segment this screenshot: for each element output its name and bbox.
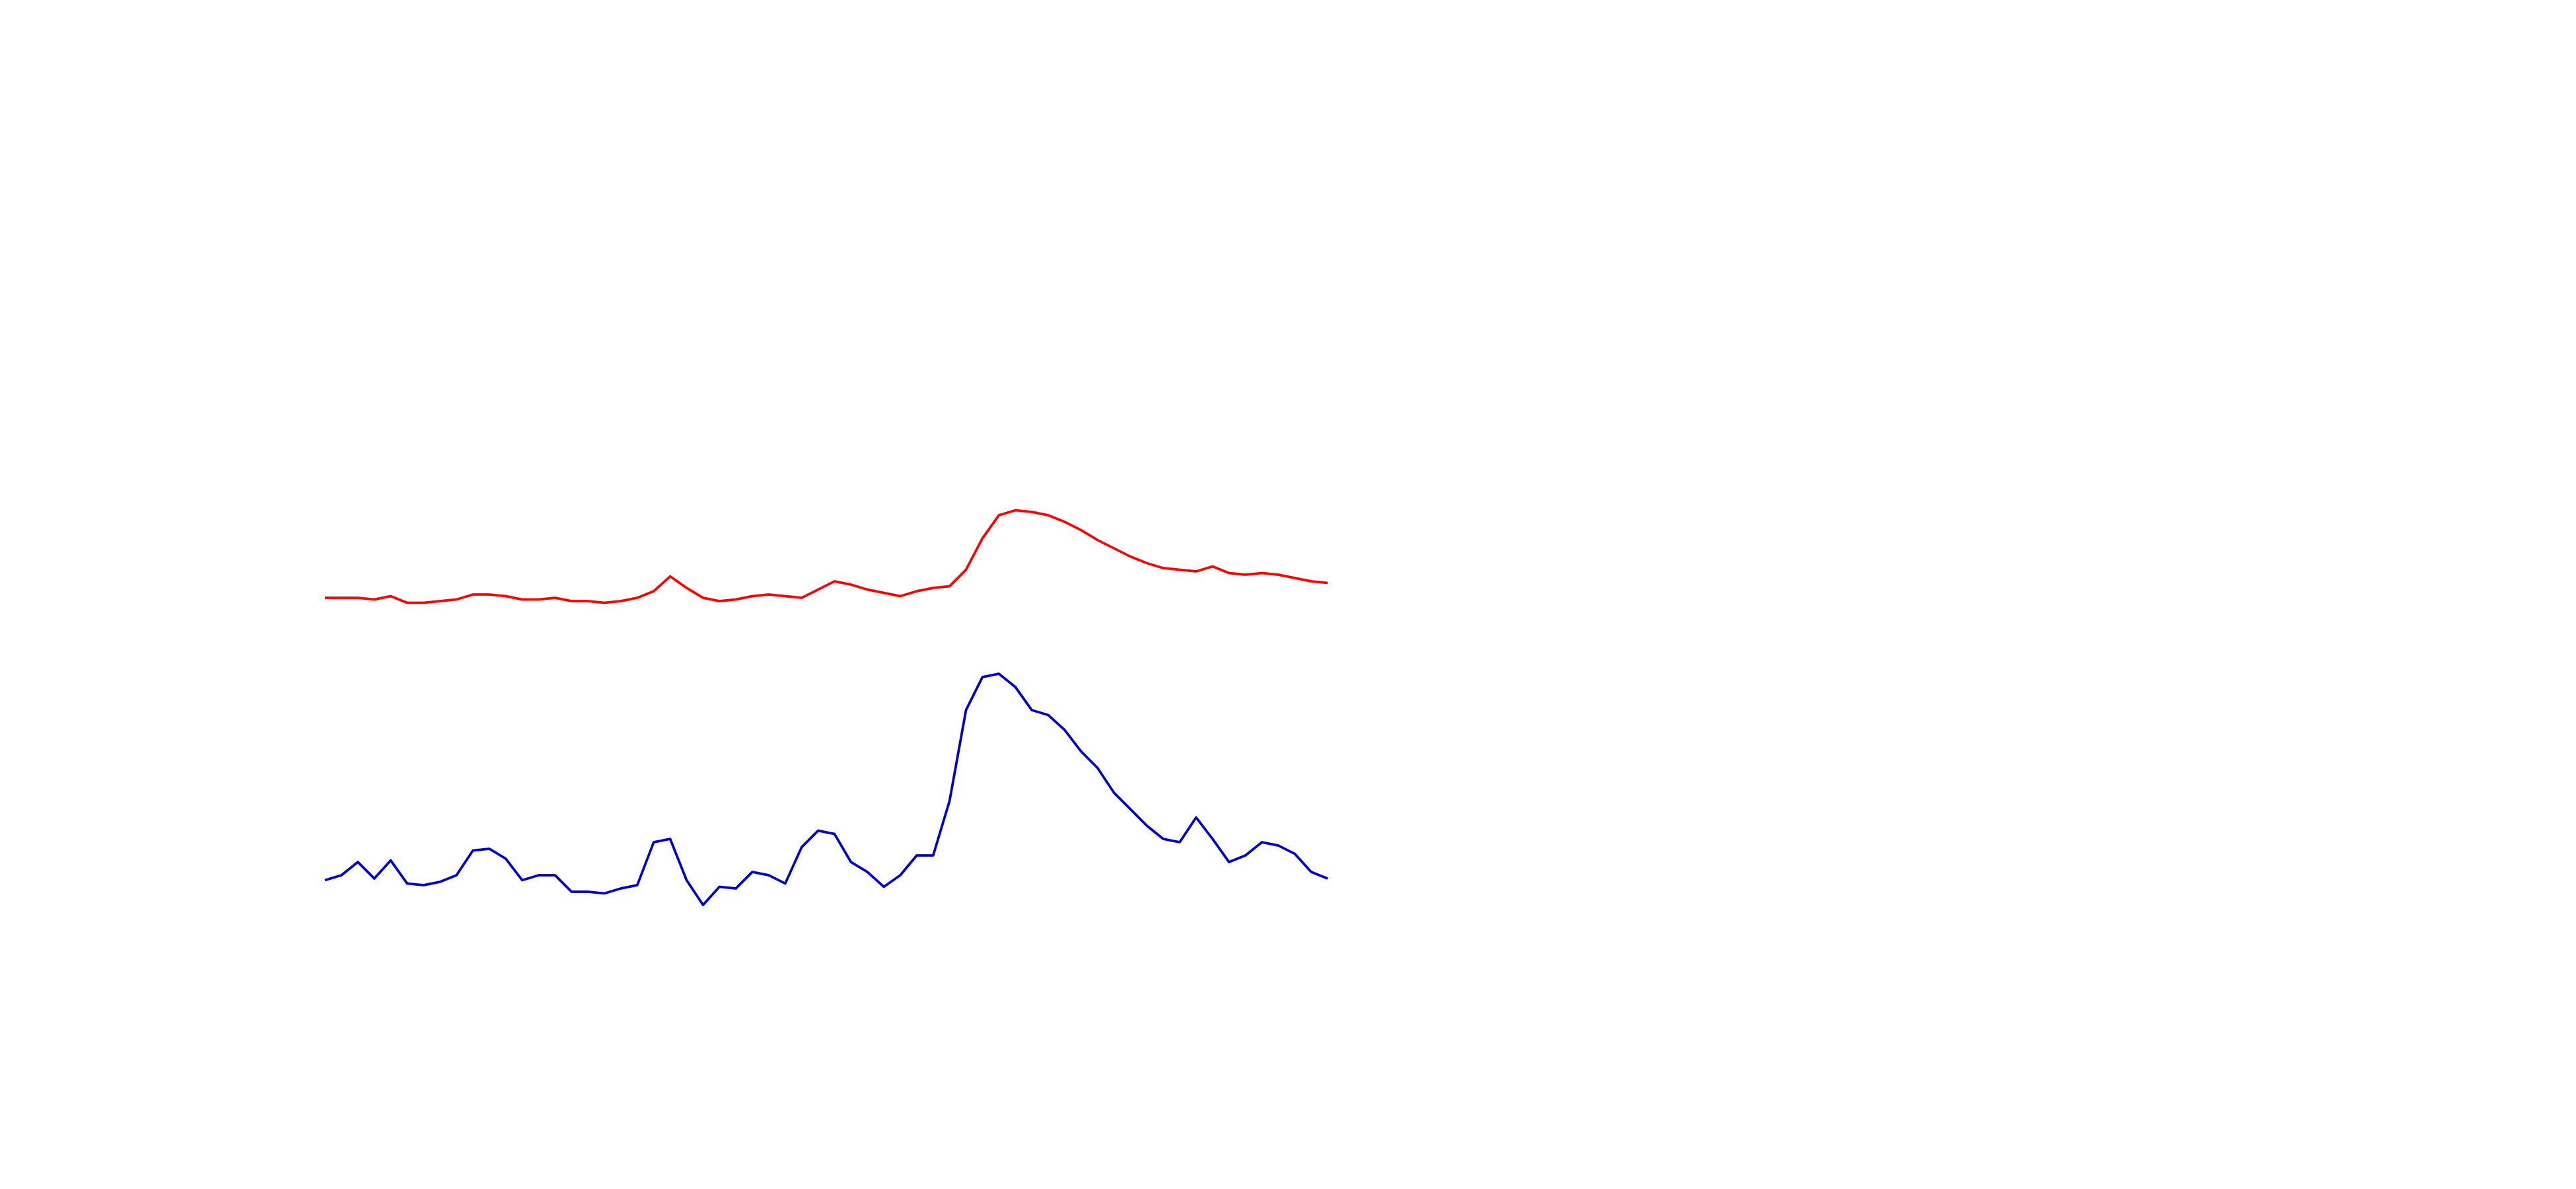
line-series bbox=[324, 672, 1328, 906]
line-series bbox=[325, 509, 1328, 604]
